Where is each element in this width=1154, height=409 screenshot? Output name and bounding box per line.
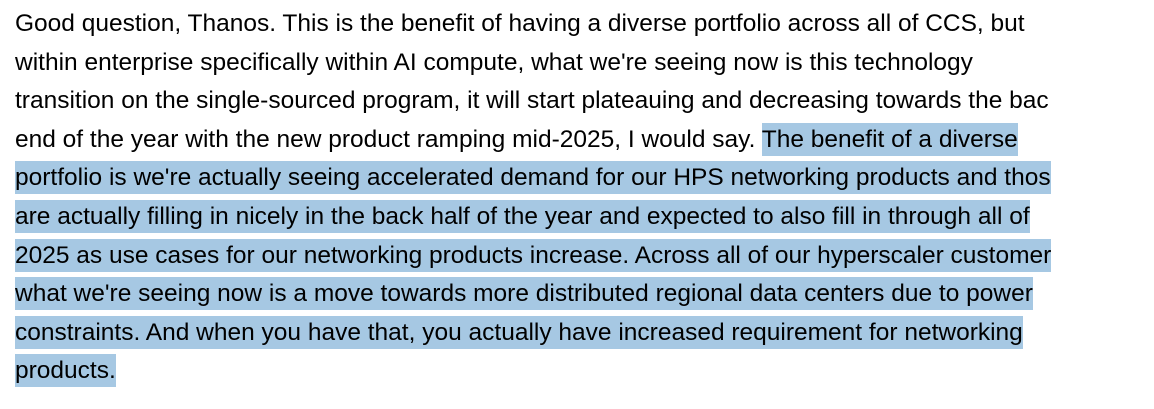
document-text: Good question, Thanos. This is the benef… <box>15 5 1154 391</box>
plain-text: Good question, Thanos. This is the benef… <box>15 10 1025 37</box>
text-line-6: are actually filling in nicely in the ba… <box>15 198 1154 237</box>
highlighted-text: portfolio is we're actually seeing accel… <box>15 161 1051 195</box>
highlighted-text: are actually filling in nicely in the ba… <box>15 199 1030 233</box>
highlighted-text: products. <box>15 354 116 388</box>
text-line-1: Good question, Thanos. This is the benef… <box>15 5 1154 44</box>
plain-text: end of the year with the new product ram… <box>15 125 762 153</box>
text-line-2: within enterprise specifically within AI… <box>15 44 1154 83</box>
text-line-5: portfolio is we're actually seeing accel… <box>15 159 1154 198</box>
text-line-9: constraints. And when you have that, you… <box>15 314 1154 353</box>
highlighted-text: constraints. And when you have that, you… <box>15 315 1023 349</box>
plain-text: within enterprise specifically within AI… <box>15 48 973 76</box>
highlighted-text: 2025 as use cases for our networking pro… <box>15 238 1052 272</box>
text-line-8: what we're seeing now is a move towards … <box>15 275 1154 314</box>
text-line-3: transition on the single-sourced program… <box>15 82 1154 121</box>
highlighted-text: The benefit of a diverse <box>761 122 1018 156</box>
plain-text: transition on the single-sourced program… <box>15 87 1049 115</box>
text-line-4: end of the year with the new product ram… <box>15 121 1154 160</box>
text-line-10: products. <box>15 352 1154 391</box>
highlighted-text: what we're seeing now is a move towards … <box>15 277 1033 311</box>
text-line-7: 2025 as use cases for our networking pro… <box>15 237 1154 276</box>
